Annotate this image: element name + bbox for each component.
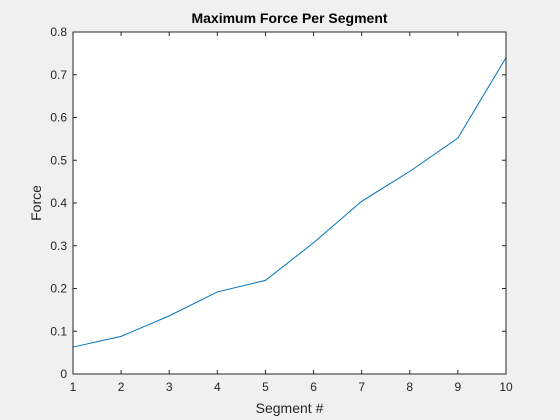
series-layer [72, 57, 507, 348]
x-tick-label: 8 [406, 380, 413, 394]
x-tick-label: 4 [214, 380, 221, 394]
x-tick-label: 2 [118, 380, 125, 394]
y-tick-label: 0 [60, 367, 67, 381]
series-line-1 [72, 57, 507, 348]
x-tick-label: 7 [358, 380, 365, 394]
x-tick-label: 6 [310, 380, 317, 394]
y-tick-label: 0.7 [50, 68, 67, 82]
y-tick-label: 0.3 [50, 239, 67, 253]
x-tick-label: 9 [455, 380, 462, 394]
x-tick-label: 10 [499, 380, 513, 394]
axes-layer: 1 2 3 4 5 6 7 8 9 10 0 0.1 0.2 0.3 0.4 0.5 0.6 0.7 0.8 [50, 25, 513, 394]
y-axis-label: Force [28, 185, 44, 221]
y-tick-label: 0.1 [50, 324, 67, 338]
y-tick-label: 0.2 [50, 282, 67, 296]
y-tick-label: 0.4 [50, 196, 67, 210]
x-tick-label: 5 [262, 380, 269, 394]
x-tick-label: 1 [70, 380, 77, 394]
x-tick-label: 3 [166, 380, 173, 394]
x-axis-label: Segment # [256, 400, 324, 416]
y-tick-label: 0.5 [50, 153, 67, 167]
plot-area [73, 32, 506, 374]
y-tick-label: 0.8 [50, 25, 67, 39]
y-tick-label: 0.6 [50, 111, 67, 125]
chart-title: Maximum Force Per Segment [191, 10, 387, 26]
